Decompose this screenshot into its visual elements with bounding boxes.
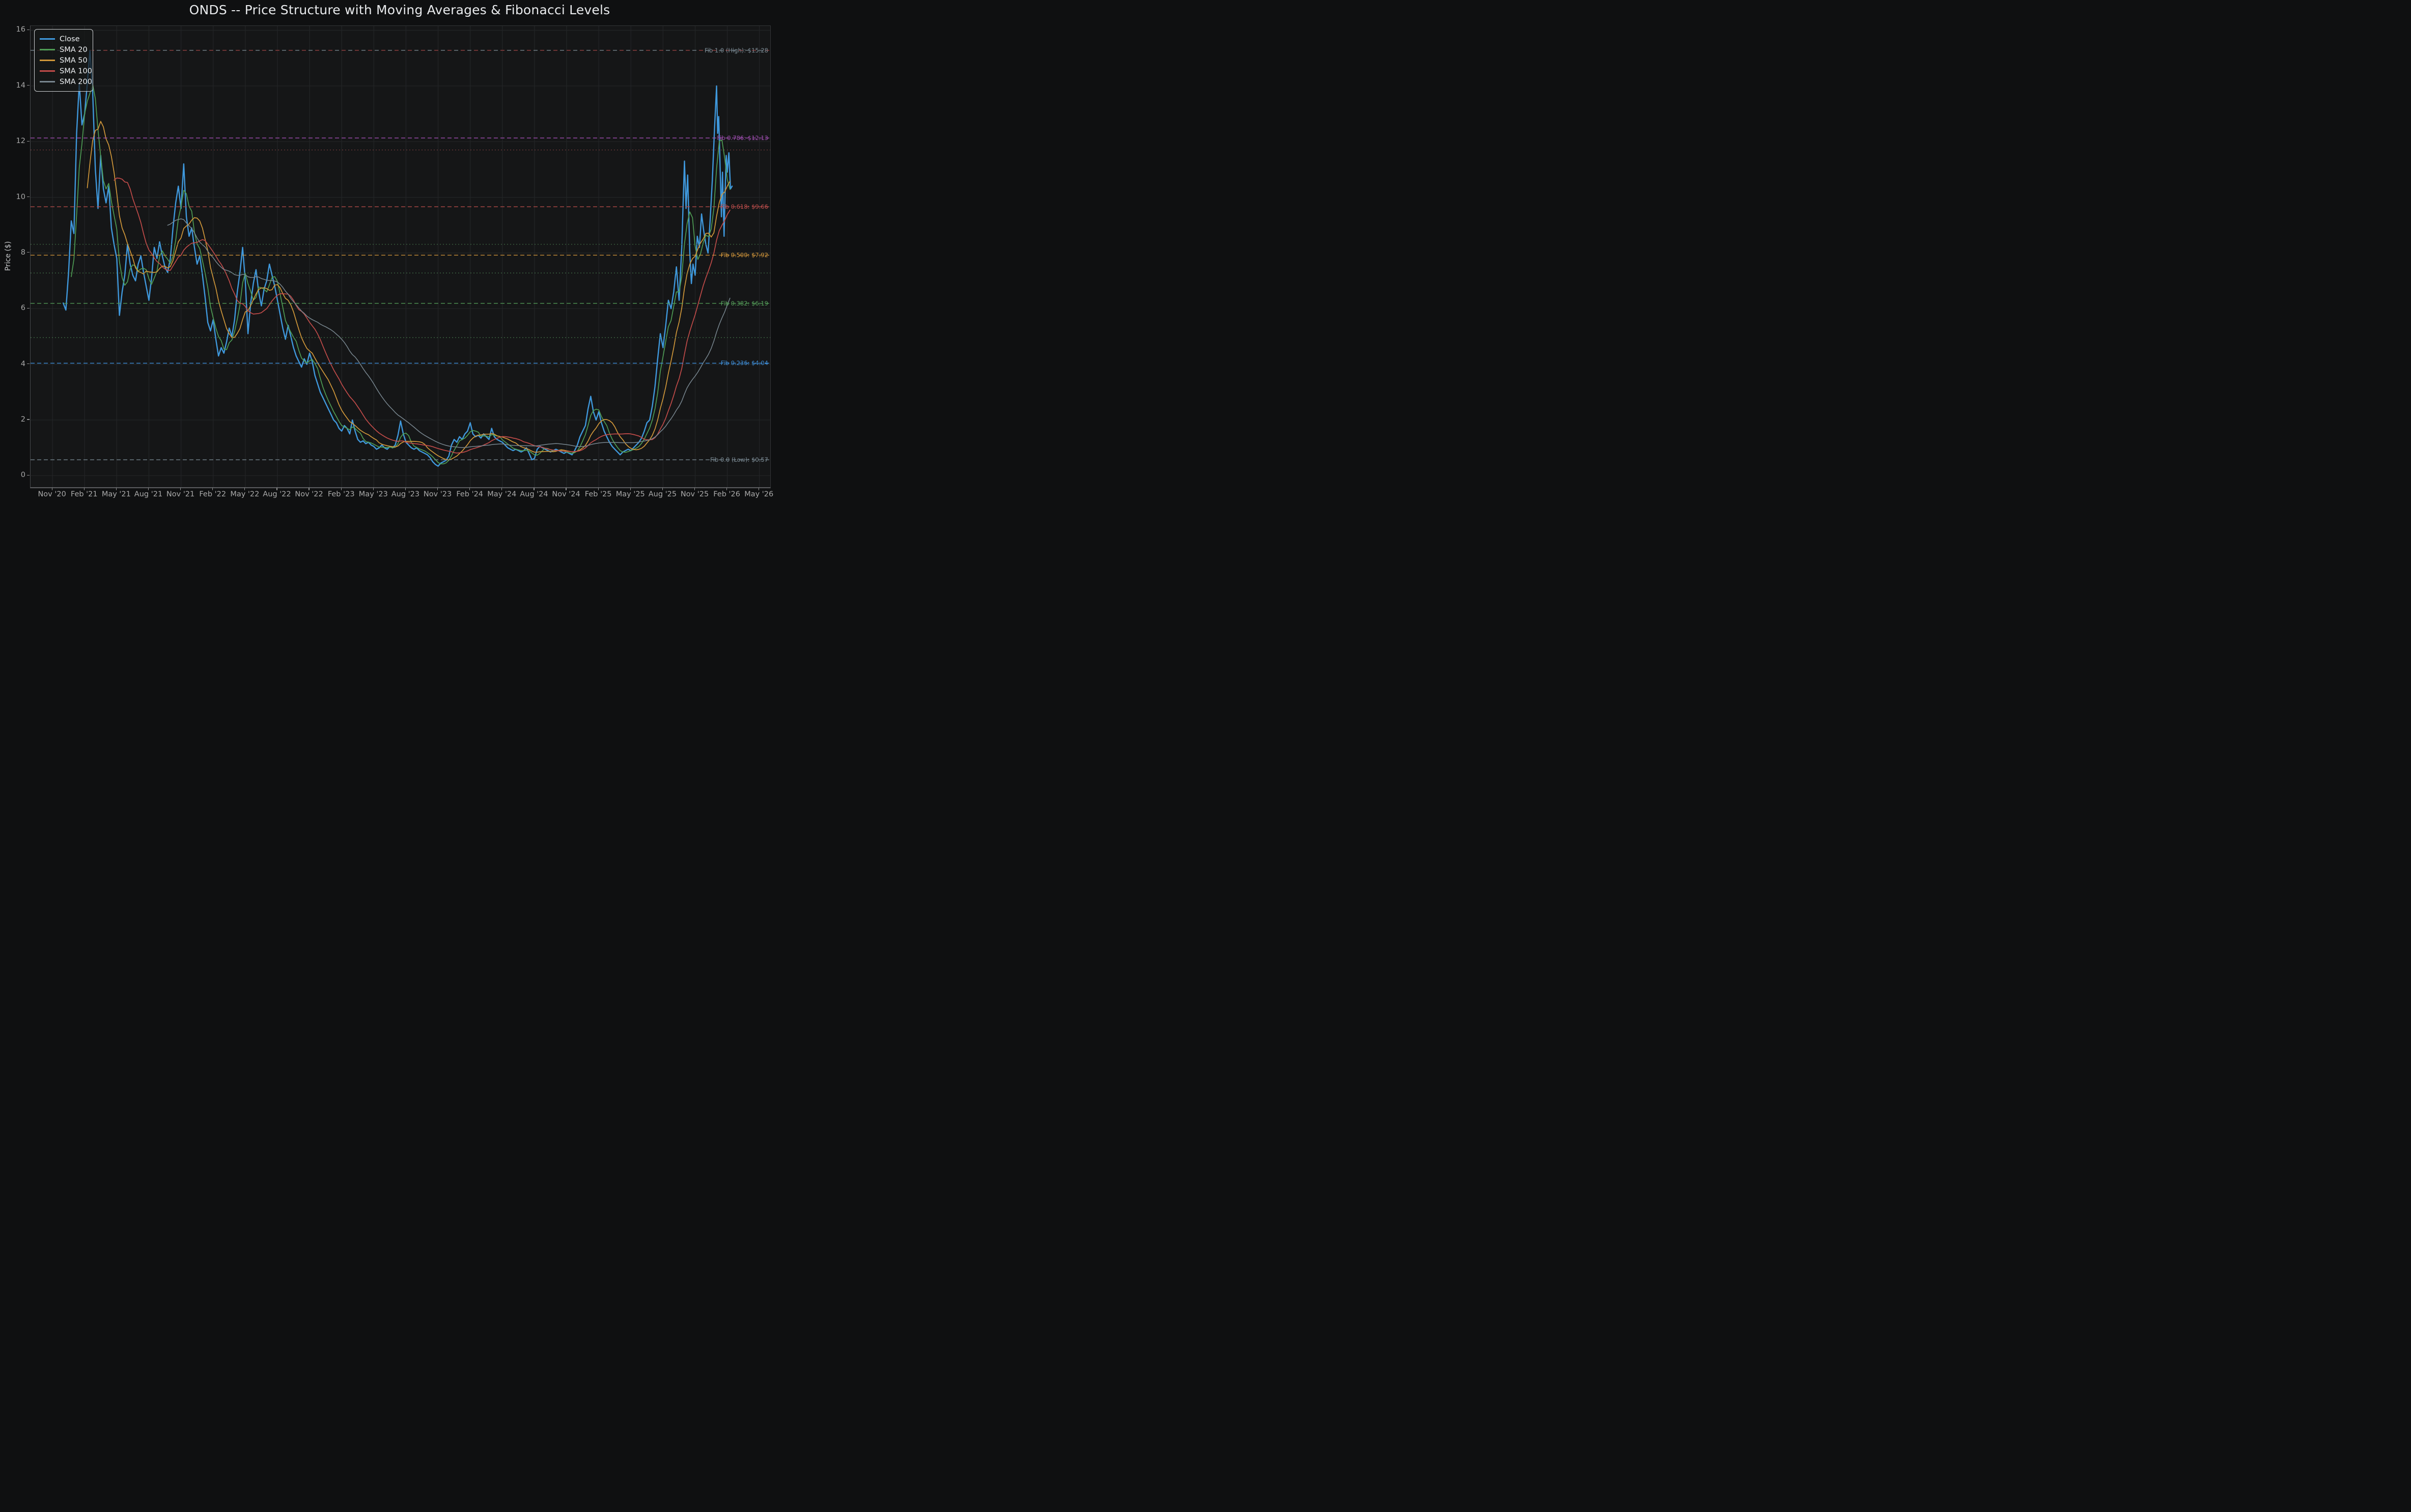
x-tick-label: Nov '22 xyxy=(295,490,323,498)
sma100-line-swatch xyxy=(40,70,55,72)
x-tick-label: Nov '24 xyxy=(552,490,580,498)
legend-item-label: Close xyxy=(60,35,80,43)
y-tick-label: 4 xyxy=(20,359,25,368)
x-tick-mark xyxy=(373,488,374,490)
close-line-swatch xyxy=(40,38,55,40)
figure: ONDS -- Price Structure with Moving Aver… xyxy=(0,0,804,504)
fib-level-label: Fib 0.0 (Low): $0.57 xyxy=(710,456,768,464)
legend-item-sma100: SMA 100 xyxy=(40,66,92,76)
x-tick-mark xyxy=(244,488,245,490)
x-tick-label: May '25 xyxy=(615,490,645,498)
x-tick-mark xyxy=(437,488,438,490)
x-tick-label: Feb '26 xyxy=(713,490,740,498)
y-tick-label: 2 xyxy=(20,415,25,424)
fib-level-label: Fib 1.0 (High): $15.28 xyxy=(704,46,768,54)
sma20-line xyxy=(71,84,731,465)
x-tick-label: Feb '24 xyxy=(456,490,484,498)
x-tick-label: Feb '25 xyxy=(584,490,612,498)
price-series xyxy=(63,49,733,467)
x-tick-mark xyxy=(83,488,85,490)
legend-item-label: SMA 20 xyxy=(60,45,88,54)
chart-title: ONDS -- Price Structure with Moving Aver… xyxy=(189,3,610,17)
x-tick-mark xyxy=(694,488,695,490)
sma100-line xyxy=(114,177,731,454)
x-tick-label: May '24 xyxy=(487,490,517,498)
x-tick-label: Feb '21 xyxy=(70,490,98,498)
x-tick-mark xyxy=(148,488,149,490)
fib-level-label: Fib 0.618: $9.66 xyxy=(720,203,768,211)
x-tick-mark xyxy=(341,488,342,490)
fib-level-label: Fib 0.382: $6.19 xyxy=(720,299,768,307)
sma200-line-swatch xyxy=(40,81,55,82)
y-tick-label: 0 xyxy=(20,471,25,480)
y-tick-mark xyxy=(27,252,30,253)
x-tick-mark xyxy=(212,488,213,490)
x-tick-label: Nov '20 xyxy=(38,490,66,498)
legend-item-label: SMA 100 xyxy=(60,67,92,75)
plot-area: Fib 1.0 (High): $15.28 Fib 0.786: $12.13… xyxy=(30,25,771,488)
x-tick-mark xyxy=(501,488,502,490)
x-tick-mark xyxy=(662,488,663,490)
sma200-line xyxy=(167,218,731,449)
legend-item-sma200: SMA 200 xyxy=(40,76,92,87)
legend-item-sma20: SMA 20 xyxy=(40,44,89,55)
y-tick-mark xyxy=(27,307,30,309)
y-tick-label: 8 xyxy=(20,248,25,257)
x-tick-mark xyxy=(598,488,599,490)
x-tick-mark xyxy=(405,488,406,490)
x-tick-mark xyxy=(630,488,631,490)
x-tick-label: Feb '22 xyxy=(199,490,227,498)
sma50-line-swatch xyxy=(40,60,55,61)
x-tick-label: Aug '24 xyxy=(520,490,548,498)
x-tick-mark xyxy=(116,488,117,490)
legend: Close SMA 20 SMA 50 SMA 100 SMA 200 xyxy=(34,29,93,92)
legend-item-sma50: SMA 50 xyxy=(40,55,89,66)
x-tick-mark xyxy=(276,488,277,490)
x-tick-label: May '23 xyxy=(358,490,388,498)
y-tick-label: 12 xyxy=(16,137,25,146)
y-tick-mark xyxy=(27,363,30,365)
sma20-line-swatch xyxy=(40,49,55,50)
x-tick-label: Aug '23 xyxy=(391,490,420,498)
y-tick-label: 6 xyxy=(20,304,25,313)
fibonacci-levels xyxy=(31,50,770,460)
x-tick-label: Nov '23 xyxy=(423,490,452,498)
y-tick-mark xyxy=(27,85,30,86)
x-tick-mark xyxy=(469,488,470,490)
x-tick-mark xyxy=(726,488,727,490)
y-tick-mark xyxy=(27,141,30,142)
legend-item-label: SMA 200 xyxy=(60,77,92,86)
y-tick-label: 16 xyxy=(16,25,25,34)
fib-level-label: Fib 0.236: $4.04 xyxy=(720,359,768,367)
x-tick-mark xyxy=(180,488,181,490)
chart-canvas xyxy=(31,26,770,487)
x-tick-label: Aug '22 xyxy=(263,490,291,498)
x-tick-label: May '22 xyxy=(230,490,260,498)
close-line xyxy=(63,49,733,467)
x-tick-label: Nov '25 xyxy=(680,490,709,498)
x-tick-label: Nov '21 xyxy=(166,490,195,498)
sma50-line xyxy=(87,121,731,461)
x-tick-label: Aug '21 xyxy=(134,490,163,498)
x-tick-label: Feb '23 xyxy=(327,490,355,498)
fib-level-label: Fib 0.500: $7.92 xyxy=(720,251,768,259)
y-tick-label: 14 xyxy=(16,81,25,90)
legend-item-label: SMA 50 xyxy=(60,56,88,65)
gridlines xyxy=(31,26,770,487)
y-tick-label: 10 xyxy=(16,192,25,201)
x-tick-label: May '21 xyxy=(101,490,131,498)
legend-item-close: Close xyxy=(40,34,89,44)
x-tick-label: May '26 xyxy=(744,490,774,498)
fib-level-label: Fib 0.786: $12.13 xyxy=(717,134,768,142)
x-tick-label: Aug '25 xyxy=(648,490,677,498)
